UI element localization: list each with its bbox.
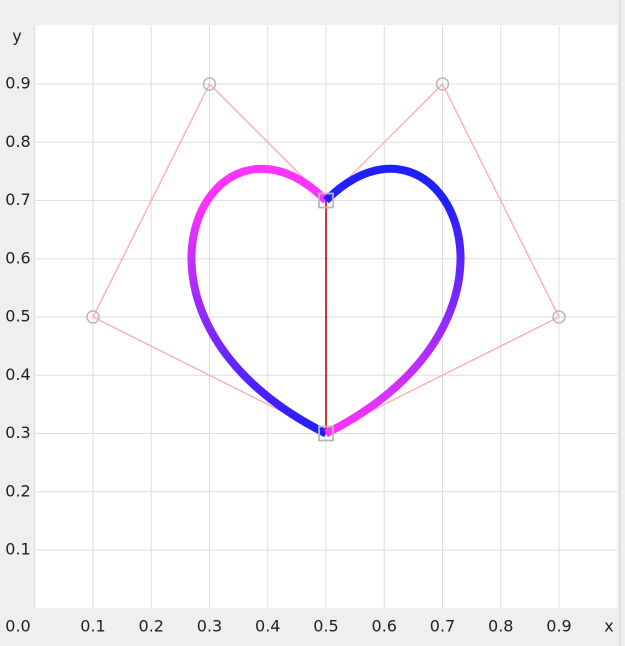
x-tick-label: 0.0: [5, 617, 30, 636]
y-tick-label: 0.4: [5, 365, 30, 384]
x-tick-label: 0.3: [197, 617, 222, 636]
x-tick-label: 0.7: [430, 617, 455, 636]
y-tick-label: 0.3: [5, 423, 30, 442]
y-tick-label: 0.1: [5, 540, 30, 559]
x-tick-label: 0.1: [80, 617, 105, 636]
control-point: [86, 310, 100, 324]
y-tick-label: 0.9: [5, 74, 30, 93]
y-tick-label: 0.5: [5, 307, 30, 326]
y-tick-label: 0.8: [5, 132, 30, 151]
x-tick-label: 0.9: [546, 617, 571, 636]
end-point: [318, 425, 334, 442]
x-axis-label: x: [604, 617, 613, 636]
x-tick-label: 0.4: [255, 617, 280, 636]
control-point: [552, 310, 566, 324]
control-point: [202, 77, 217, 91]
x-tick-label: 0.5: [313, 617, 338, 636]
y-tick-label: 0.6: [5, 248, 30, 267]
x-tick-label: 0.8: [488, 617, 513, 636]
x-tick-label: 0.2: [139, 617, 164, 636]
bezier-curve: [187, 164, 329, 438]
control-point: [435, 77, 450, 91]
control-polygon: [92, 82, 327, 435]
control-polygon: [325, 82, 560, 435]
end-point: [318, 192, 334, 209]
y-axis-label: y: [12, 27, 21, 46]
x-tick-label: 0.6: [372, 617, 397, 636]
y-tick-label: 0.2: [5, 481, 30, 500]
y-tick-label: 0.7: [5, 190, 30, 209]
bezier-curve: [323, 164, 465, 438]
